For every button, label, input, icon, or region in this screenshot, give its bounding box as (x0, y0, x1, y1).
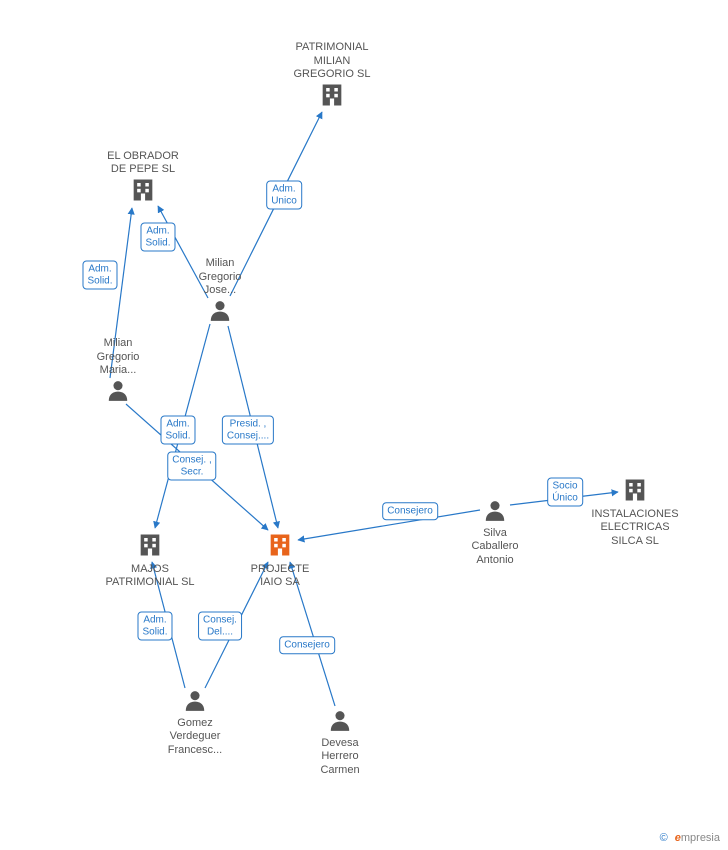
node-milian_maria[interactable]: MilianGregorioMaria... (97, 337, 140, 407)
company-icon (136, 531, 164, 559)
edge-label-gomez_francesc-to-projecte_iaio: Consej. Del.... (198, 612, 242, 641)
node-label: PATRIMONIALMILIANGREGORIO SL (293, 41, 370, 81)
node-milian_jose[interactable]: MilianGregorioJose... (199, 257, 242, 327)
node-label: PROJECTEIAIO SA (251, 563, 310, 589)
node-instalaciones_silca[interactable]: INSTALACIONESELECTRICASSILCA SL (591, 476, 678, 548)
edge-label-milian_jose-to-projecte_iaio: Presid. , Consej.... (222, 416, 274, 445)
company-icon (129, 176, 157, 204)
node-label: GomezVerdeguerFrancesc... (168, 717, 222, 757)
node-projecte_iaio[interactable]: PROJECTEIAIO SA (251, 531, 310, 590)
node-silva_antonio[interactable]: SilvaCaballeroAntonio (471, 497, 518, 567)
edge-label-milian_maria-to-obrador_pepe: Adm. Solid. (82, 261, 117, 290)
person-icon (182, 687, 208, 713)
node-label: EL OBRADORDE PEPE SL (107, 150, 179, 176)
watermark: © empresia (660, 832, 720, 844)
copyright-symbol: © (660, 832, 668, 844)
edge-label-milian_jose-to-obrador_pepe: Adm. Solid. (140, 223, 175, 252)
node-gomez_francesc[interactable]: GomezVerdeguerFrancesc... (168, 687, 222, 757)
edge-label-milian_maria-to-projecte_iaio: Consej. , Secr. (167, 452, 216, 481)
node-patrimonial_milian[interactable]: PATRIMONIALMILIANGREGORIO SL (293, 41, 370, 113)
diagram-edges-layer (0, 0, 728, 850)
person-icon (482, 497, 508, 523)
node-label: MilianGregorioJose... (199, 257, 242, 297)
node-label: INSTALACIONESELECTRICASSILCA SL (591, 508, 678, 548)
company-icon (621, 476, 649, 504)
edge-label-milian_jose-to-majos_patrimonial: Adm. Solid. (160, 416, 195, 445)
node-obrador_pepe[interactable]: EL OBRADORDE PEPE SL (107, 150, 179, 209)
node-label: MAJOSPATRIMONIAL SL (105, 563, 194, 589)
node-label: DevesaHerreroCarmen (320, 737, 359, 777)
node-label: MilianGregorioMaria... (97, 337, 140, 377)
company-icon (266, 531, 294, 559)
node-label: SilvaCaballeroAntonio (471, 527, 518, 567)
edge-label-gomez_francesc-to-majos_patrimonial: Adm. Solid. (137, 612, 172, 641)
node-devesa_carmen[interactable]: DevesaHerreroCarmen (320, 707, 359, 777)
company-icon (318, 81, 346, 109)
person-icon (105, 377, 131, 403)
person-icon (207, 297, 233, 323)
edge-label-devesa_carmen-to-projecte_iaio: Consejero (279, 636, 335, 654)
brand-rest: mpresia (681, 832, 720, 844)
edge-label-silva_antonio-to-instalaciones_silca: Socio Único (547, 478, 583, 507)
edge-label-silva_antonio-to-projecte_iaio: Consejero (382, 502, 438, 520)
edge-label-milian_jose-to-patrimonial_milian: Adm. Unico (266, 181, 302, 210)
node-majos_patrimonial[interactable]: MAJOSPATRIMONIAL SL (105, 531, 194, 590)
person-icon (327, 707, 353, 733)
